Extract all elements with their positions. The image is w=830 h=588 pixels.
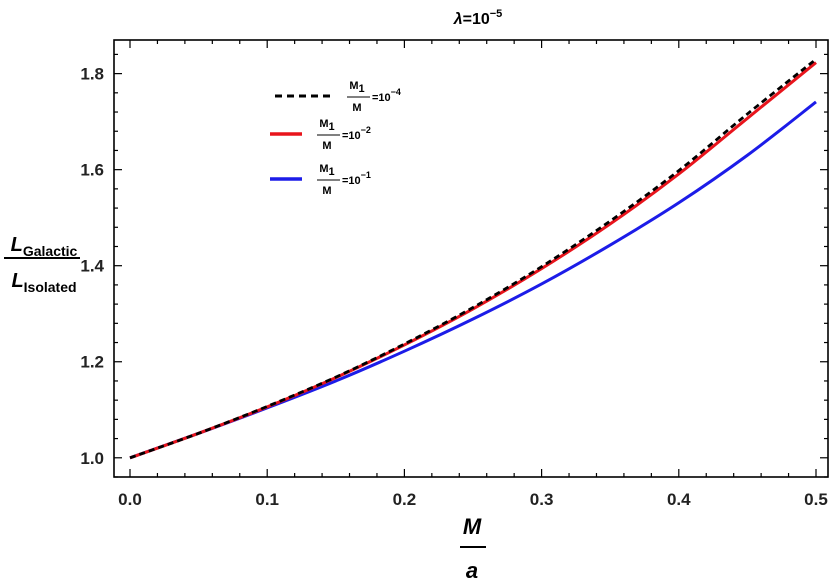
legend: M1 M =10−4 M1 M =10−2 M1 M =10−1 (270, 80, 401, 197)
x-tick-label: 0.1 (255, 490, 279, 509)
tick-labels: 0.0 0.1 0.2 0.3 0.4 0.5 1.0 1.2 1.4 1.6 1.8 (80, 65, 827, 509)
plot-frame (113, 39, 829, 478)
x-tick-label: 0.2 (393, 490, 417, 509)
y-axis-label: LGalactic LIsolated (4, 234, 80, 295)
svg-text:M1: M1 (349, 80, 364, 95)
y-tick-label: 1.6 (80, 161, 104, 180)
svg-text:M: M (352, 102, 361, 114)
series-line-3 (129, 100, 817, 460)
x-tick-label: 0.4 (667, 490, 691, 509)
legend-item-2: M1 M =10−2 (270, 118, 371, 152)
svg-text:=10−1: =10−1 (342, 170, 371, 187)
svg-text:M1: M1 (319, 118, 334, 133)
svg-text:M: M (463, 514, 482, 539)
x-tick-label: 0.5 (804, 490, 828, 509)
x-axis-label: M a (460, 514, 486, 583)
svg-text:M: M (322, 185, 331, 197)
chart-title: λ=10−5 (453, 8, 503, 28)
ticks (114, 40, 828, 478)
legend-item-1: M1 M =10−4 (275, 80, 401, 114)
y-tick-label: 1.2 (80, 353, 104, 372)
y-tick-label: 1.0 (80, 449, 104, 468)
svg-text:a: a (466, 558, 478, 583)
svg-text:=10−2: =10−2 (342, 125, 371, 142)
svg-text:=10−4: =10−4 (372, 87, 401, 104)
series-line-1 (129, 58, 817, 460)
y-tick-label: 1.8 (80, 65, 104, 84)
series-line-2 (129, 61, 817, 460)
x-tick-label: 0.0 (118, 490, 142, 509)
svg-text:M: M (322, 140, 331, 152)
svg-text:M1: M1 (319, 163, 334, 178)
series-lines (129, 58, 817, 460)
svg-text:LIsolated: LIsolated (11, 270, 76, 295)
x-tick-label: 0.3 (530, 490, 554, 509)
svg-text:LGalactic: LGalactic (11, 234, 78, 259)
y-tick-label: 1.4 (80, 257, 104, 276)
legend-item-3: M1 M =10−1 (270, 163, 371, 197)
